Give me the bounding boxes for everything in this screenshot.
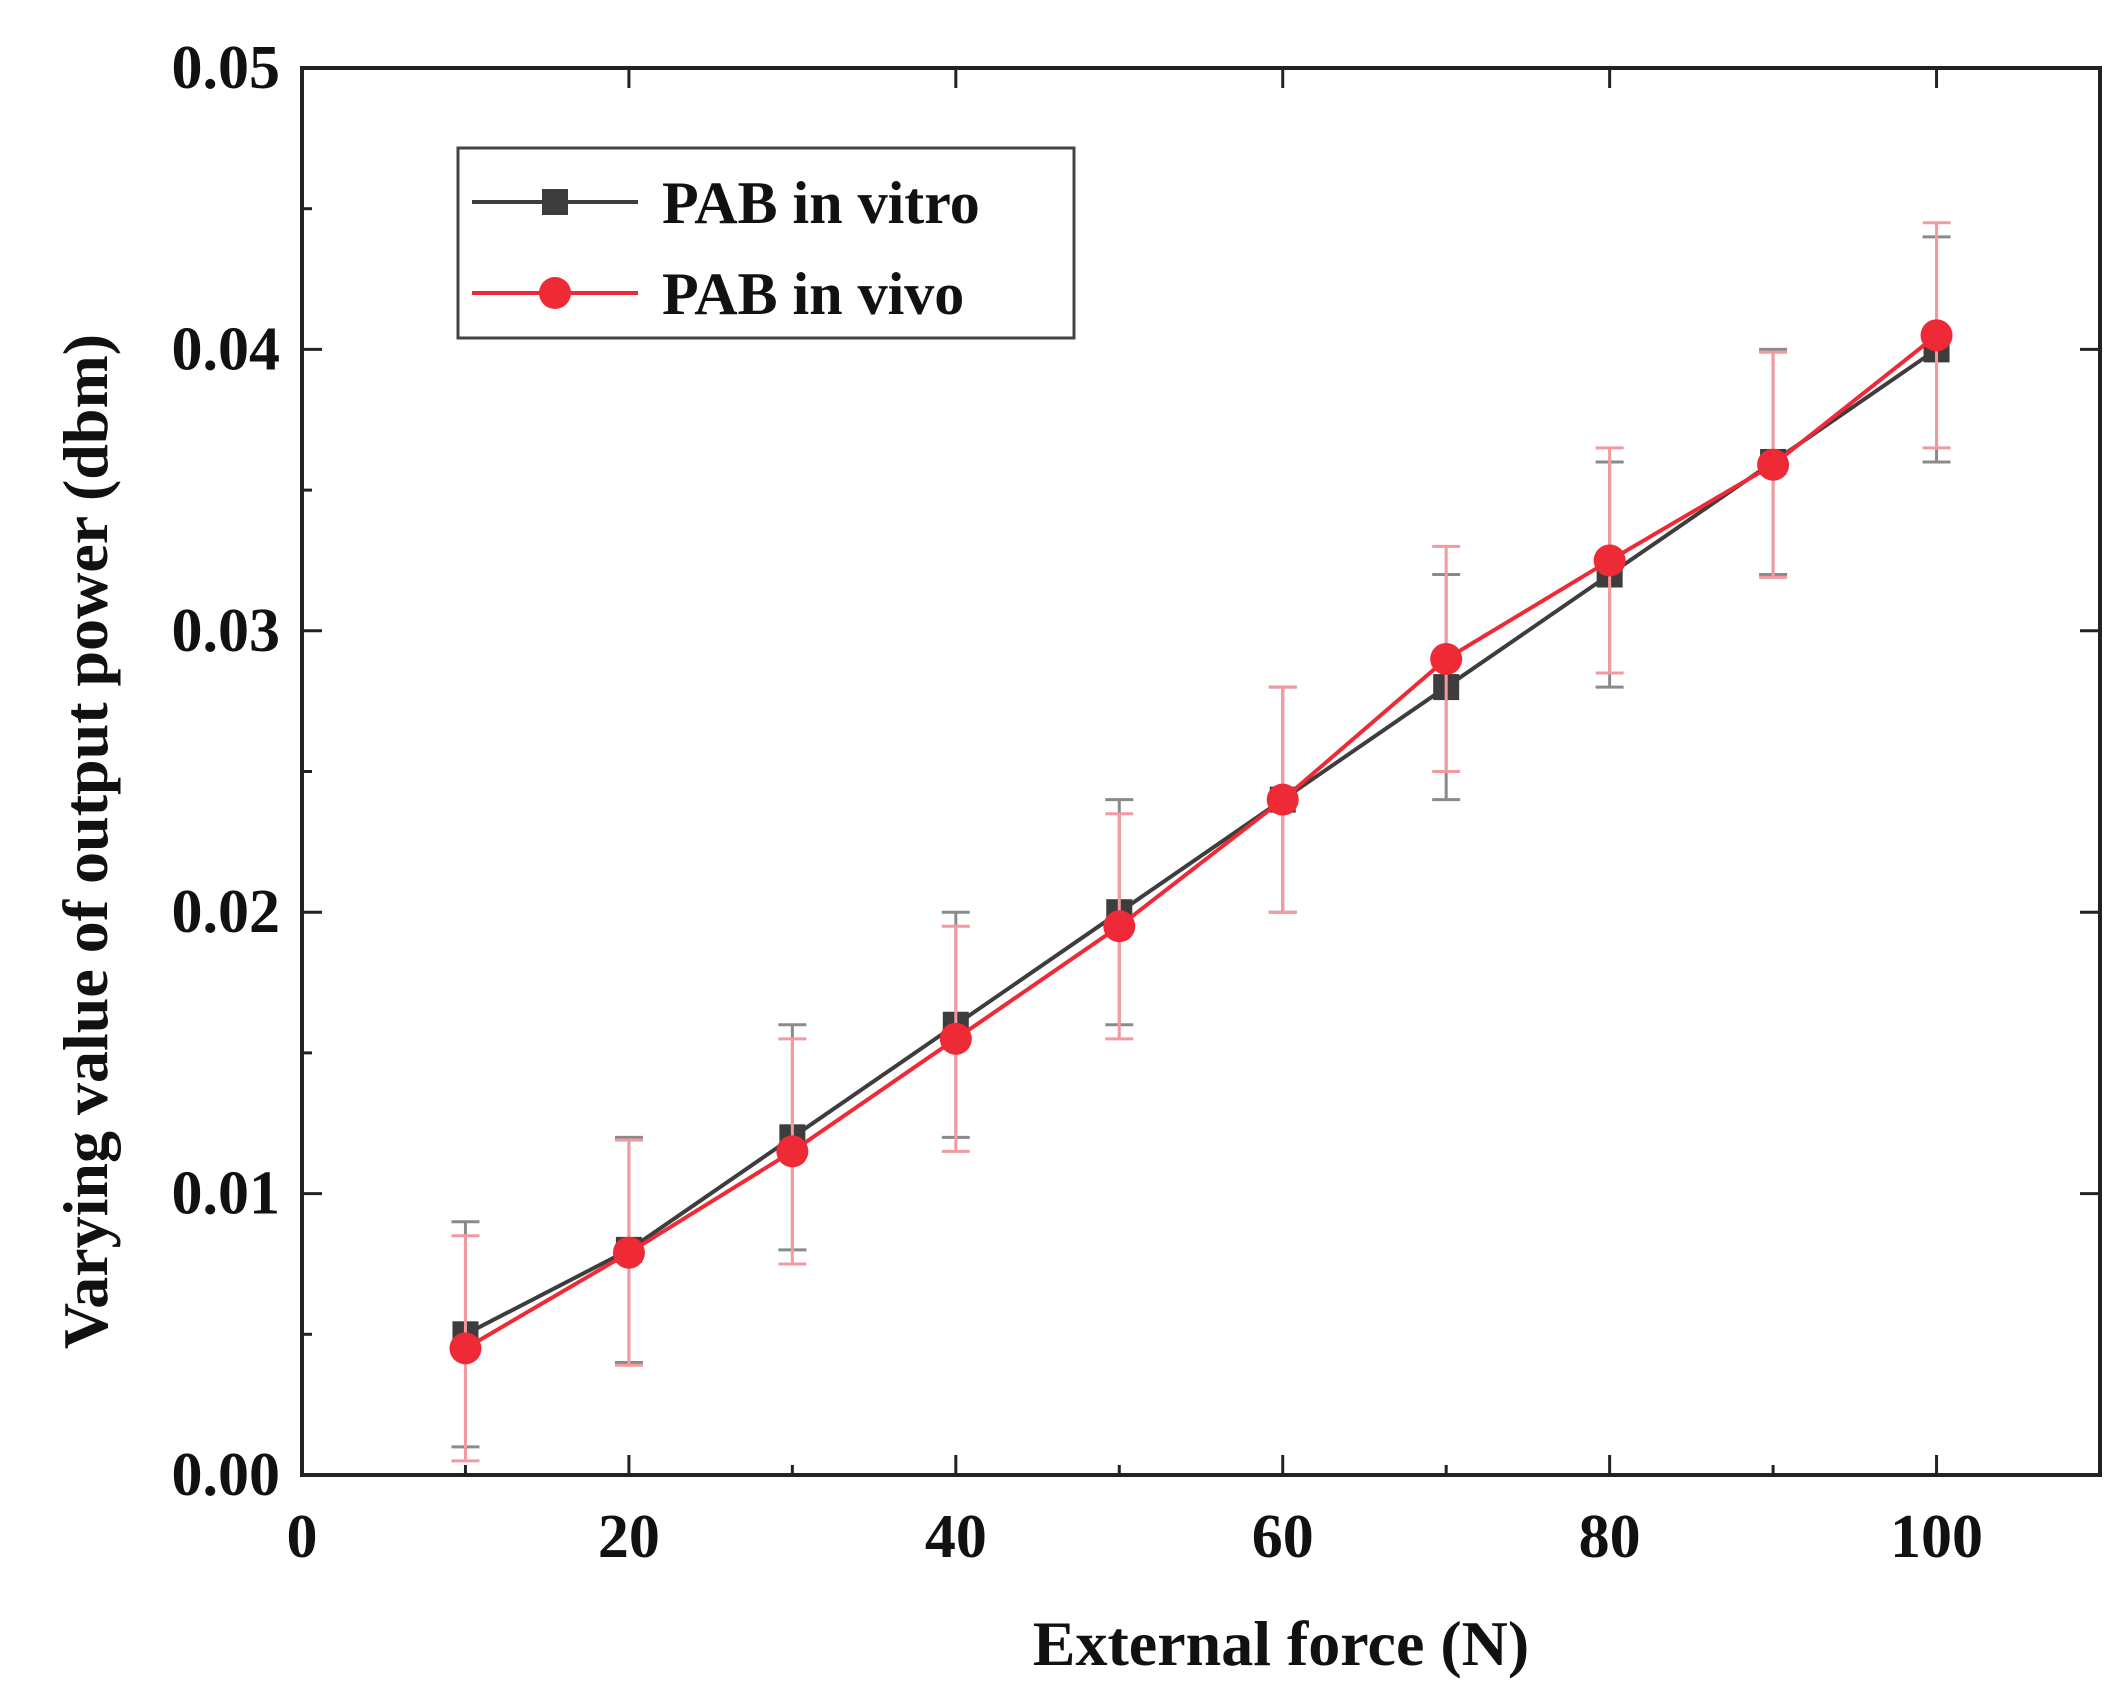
plot-border xyxy=(300,66,2102,1477)
x-tick-label: 0 xyxy=(287,1503,318,1571)
y-tick-label: 0.03 xyxy=(172,597,281,665)
x-tick-label: 80 xyxy=(1579,1503,1641,1571)
data-point xyxy=(1103,910,1136,943)
y-tick-label: 0.01 xyxy=(172,1160,281,1228)
series-layer xyxy=(449,221,1953,1463)
y-tick-label: 0.05 xyxy=(172,34,281,102)
legend-marker-vitro xyxy=(542,189,568,215)
data-point xyxy=(939,1022,972,1055)
data-point xyxy=(1430,642,1463,675)
plot-frame xyxy=(300,66,2102,1477)
x-tick-label: 40 xyxy=(925,1503,987,1571)
x-tick-label: 20 xyxy=(598,1503,660,1571)
series-line xyxy=(464,333,1938,1351)
axes: 0 20 40 60 80 100 0.00 0.01 0.02 0.03 0.04 0.05 xyxy=(172,34,2100,1571)
y-tick-label: 0.02 xyxy=(172,878,281,946)
series-vivo xyxy=(449,221,1953,1463)
data-point xyxy=(1593,544,1626,577)
y-tick-label: 0.04 xyxy=(172,315,281,383)
x-tick-label: 100 xyxy=(1890,1503,1983,1571)
legend-label-vivo: PAB in vivo xyxy=(662,261,964,327)
data-point xyxy=(612,1236,645,1269)
legend-label-vitro: PAB in vitro xyxy=(662,170,980,236)
y-axis-title: Varying value of output power (dbm) xyxy=(50,334,121,1349)
x-axis-title: External force (N) xyxy=(1033,1608,1529,1679)
legend: PAB in vitro PAB in vivo xyxy=(456,146,1076,340)
data-point xyxy=(1920,319,1953,352)
legend-marker-vivo xyxy=(539,277,571,309)
y-tick-label: 0.00 xyxy=(172,1441,281,1509)
data-point xyxy=(1266,783,1299,816)
series-line xyxy=(464,347,1938,1337)
data-point xyxy=(449,1332,482,1365)
data-point xyxy=(776,1135,809,1168)
x-tick-label: 60 xyxy=(1252,1503,1314,1571)
data-point xyxy=(1757,448,1790,481)
